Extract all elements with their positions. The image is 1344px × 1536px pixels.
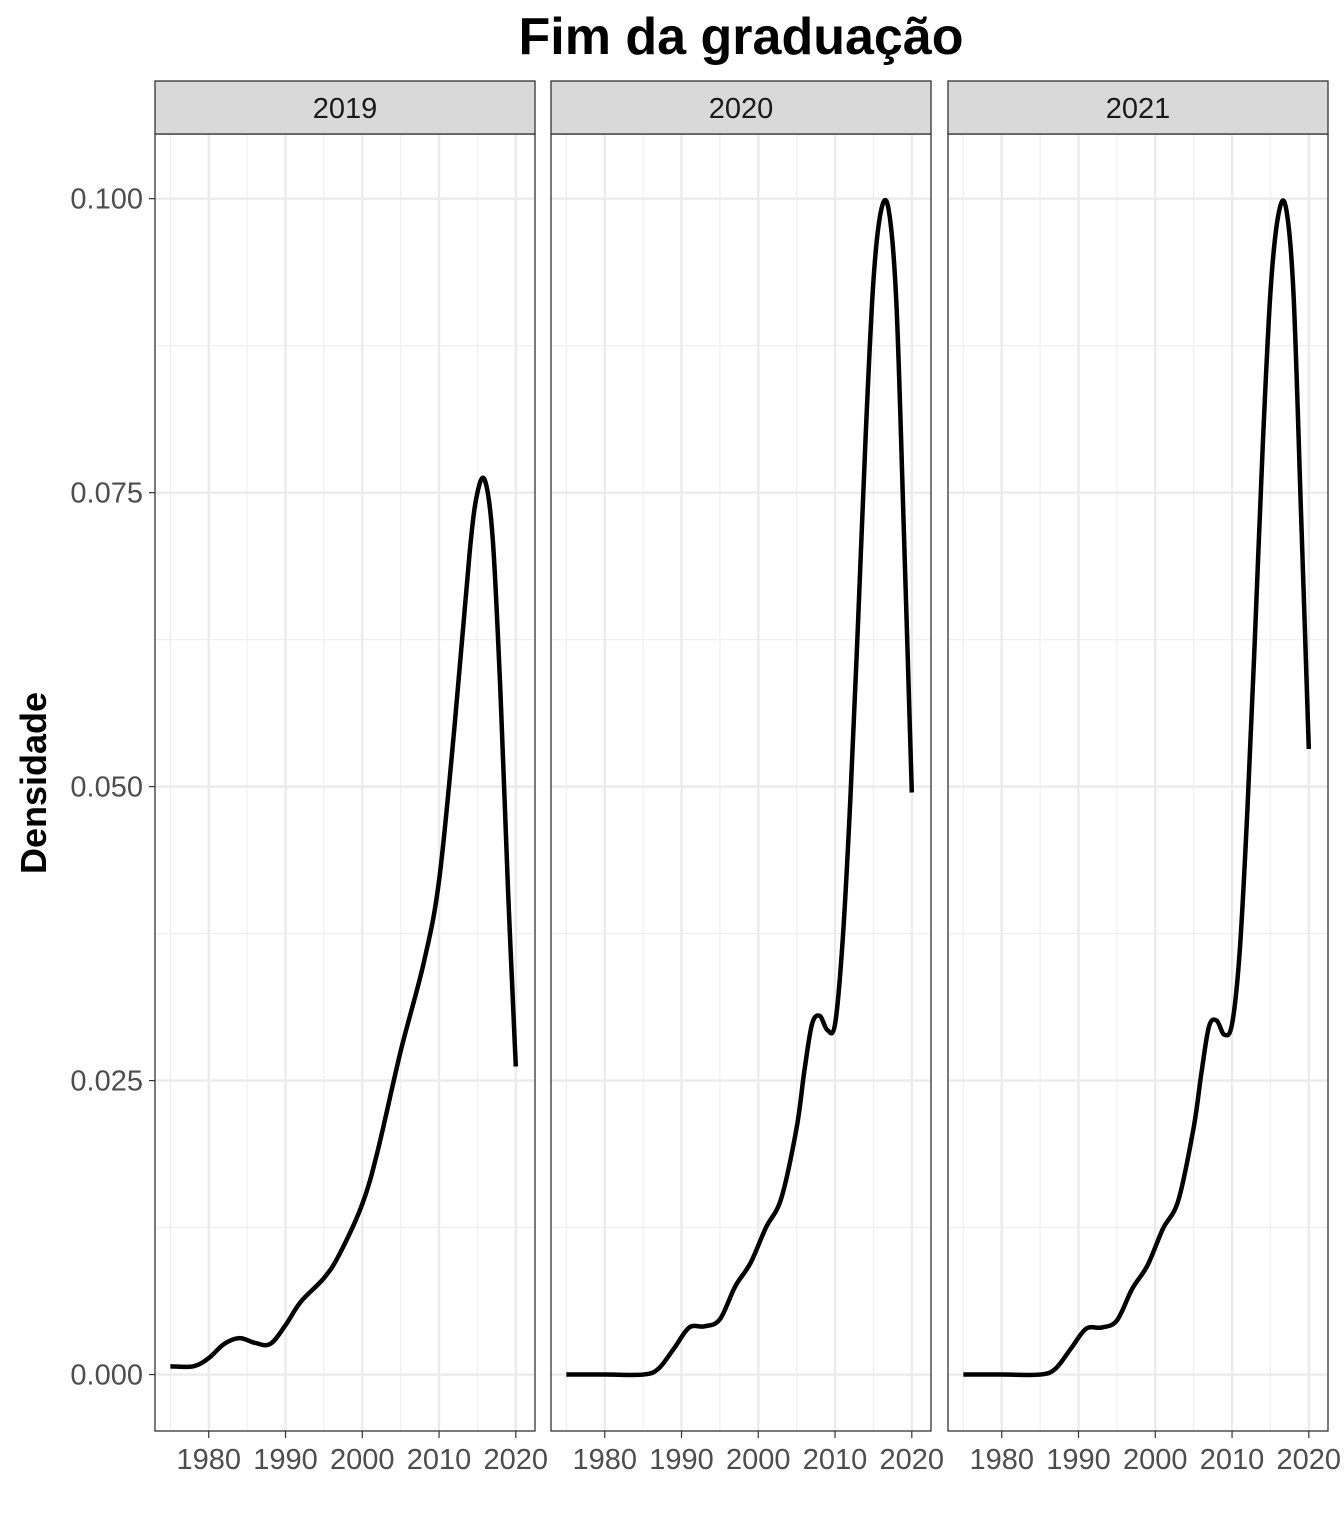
y-tick-label: 0.075 xyxy=(70,478,143,510)
facet-panel-2020: 2020 1980 1990 2000 2010 2020 xyxy=(550,80,945,1476)
y-axis: 0.000 0.025 0.050 0.075 0.100 xyxy=(70,184,155,1392)
x-tick-label: 2020 xyxy=(1277,1444,1342,1476)
x-tick-label: 2020 xyxy=(484,1444,549,1476)
x-tick-label: 1980 xyxy=(176,1444,241,1476)
panel-background xyxy=(948,134,1328,1431)
facet-strip xyxy=(154,80,536,135)
x-tick-label: 1980 xyxy=(969,1444,1034,1476)
facet-panel-2021: 2021 1980 1990 2000 2010 2020 xyxy=(947,80,1342,1476)
facet-strip xyxy=(947,80,1329,135)
y-tick-label: 0.050 xyxy=(70,772,143,804)
x-tick-label: 2010 xyxy=(1200,1444,1265,1476)
y-tick-label: 0.100 xyxy=(70,184,143,216)
panel-background xyxy=(155,134,535,1431)
facet-panels: 2019 1980 1990 2000 2010 2020 2020 1980 1990 2000… xyxy=(154,80,1342,1476)
x-tick-label: 1990 xyxy=(1046,1444,1111,1476)
x-tick-label: 2010 xyxy=(407,1444,472,1476)
x-tick-label: 1990 xyxy=(253,1444,318,1476)
x-tick-label: 2000 xyxy=(330,1444,395,1476)
x-tick-label: 2000 xyxy=(1123,1444,1188,1476)
density-line-2019 xyxy=(170,475,519,1370)
chart-title: Fim da graduação xyxy=(519,8,964,66)
y-axis-label: Densidade xyxy=(13,692,54,874)
density-line-2020 xyxy=(566,197,915,1378)
density-line-2021 xyxy=(963,198,1312,1378)
facet-panel-2019: 2019 1980 1990 2000 2010 2020 xyxy=(154,80,549,1476)
x-tick-label: 1980 xyxy=(572,1444,637,1476)
x-tick-label: 1990 xyxy=(649,1444,714,1476)
facet-strip-label: 2019 xyxy=(313,93,378,125)
x-tick-label: 2020 xyxy=(880,1444,945,1476)
y-tick-label: 0.000 xyxy=(70,1360,143,1392)
y-tick-label: 0.025 xyxy=(70,1066,143,1098)
facet-strip-label: 2020 xyxy=(709,93,774,125)
facet-strip-label: 2021 xyxy=(1106,93,1171,125)
x-tick-label: 2010 xyxy=(803,1444,868,1476)
facet-strip xyxy=(550,80,932,135)
x-tick-label: 2000 xyxy=(726,1444,791,1476)
